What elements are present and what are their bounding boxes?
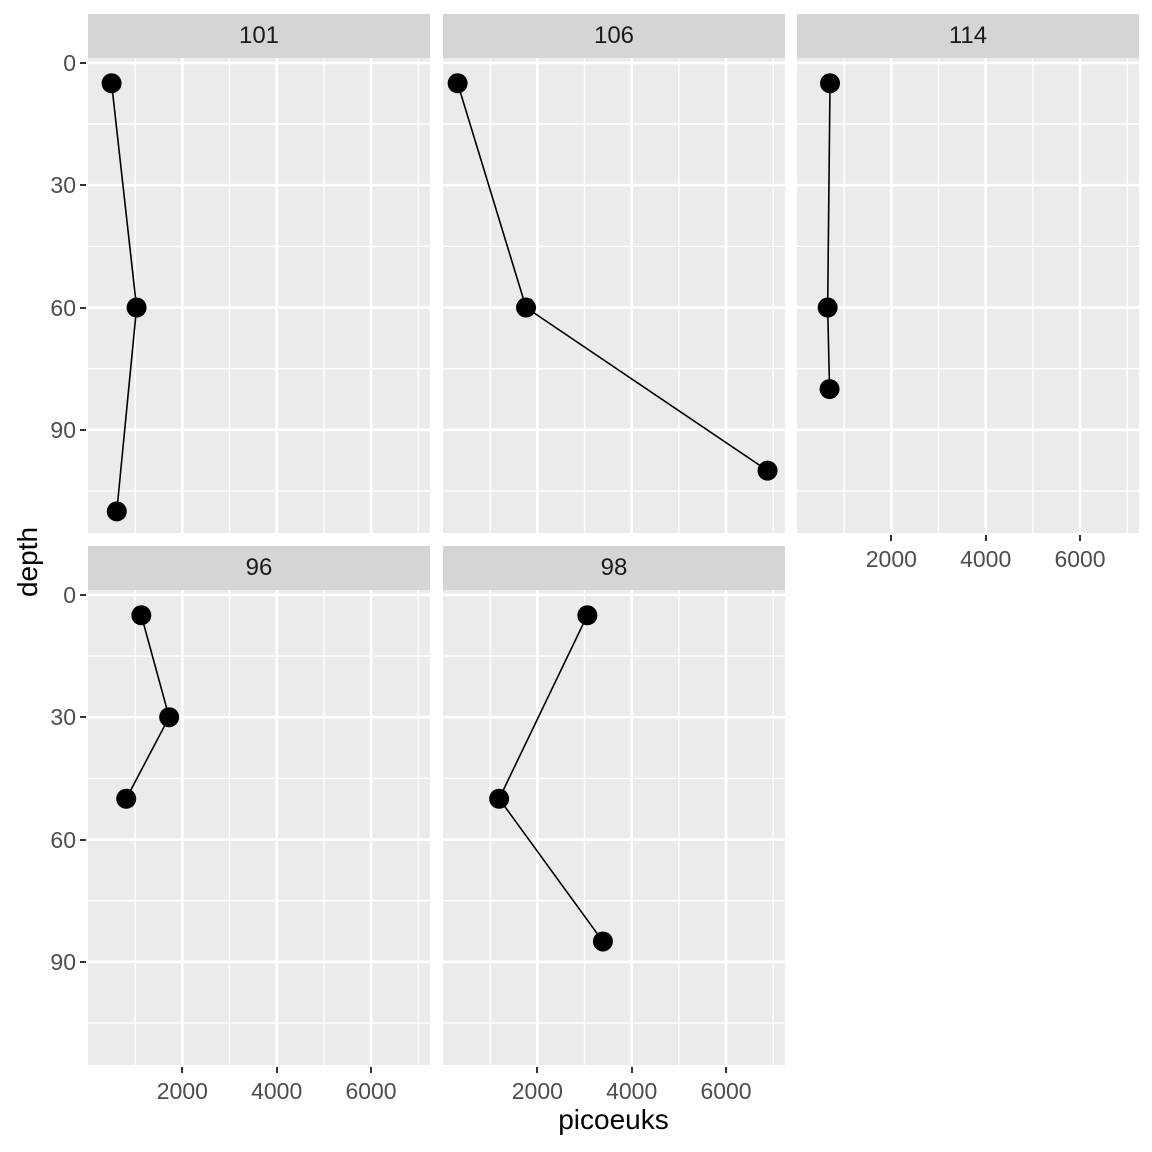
data-point [116, 788, 137, 809]
data-point [159, 707, 180, 728]
x-axis-tick-label: 4000 [251, 1078, 303, 1104]
facet-panel-114 [797, 58, 1139, 533]
profile-line [826, 83, 831, 390]
data-point [101, 73, 122, 94]
x-axis-tick-label: 2000 [156, 1078, 208, 1104]
profile-line [456, 83, 768, 472]
facet-plot-area [443, 590, 785, 1065]
facet-strip-101: 101 [88, 14, 430, 58]
data-point [819, 379, 840, 400]
facet-label: 101 [238, 22, 280, 49]
x-axis-tick-label: 6000 [1054, 546, 1106, 572]
profile-line [110, 83, 138, 512]
facet-strip-114: 114 [797, 14, 1139, 58]
facet-label: 114 [948, 22, 988, 49]
facet-strip-106: 106 [443, 14, 785, 58]
y-axis-tick-label: 30 [50, 704, 76, 731]
y-axis-tick [80, 593, 86, 596]
x-axis-tick-label: 6000 [700, 1078, 752, 1104]
facet-panel-106 [443, 58, 785, 533]
facet-plot-area [797, 58, 1139, 533]
facet-strip-98: 98 [443, 546, 785, 590]
facet-panel-101 [88, 58, 430, 533]
x-axis-tick-label: 4000 [960, 546, 1012, 572]
x-axis-tick [536, 1067, 539, 1073]
x-axis-tick [1079, 535, 1082, 541]
y-axis-tick [80, 428, 86, 431]
y-axis-tick-label: 90 [50, 948, 76, 975]
data-point [106, 501, 127, 522]
data-point [820, 73, 841, 94]
x-axis-tick-label: 6000 [345, 1078, 397, 1104]
data-point [131, 605, 152, 626]
data-point [516, 297, 537, 318]
data-point [817, 297, 838, 318]
y-axis-tick [80, 960, 86, 963]
facet-panel-96 [88, 590, 430, 1065]
y-axis-tick-label: 0 [63, 49, 76, 76]
y-axis-tick [80, 61, 86, 64]
y-axis-tick [80, 306, 86, 309]
y-axis-tick [80, 838, 86, 841]
y-axis-title: depth [12, 526, 43, 597]
x-axis-title: picoeuks [558, 1104, 669, 1135]
y-axis-tick-label: 90 [50, 416, 76, 443]
data-point [577, 605, 598, 626]
y-axis-tick-label: 30 [50, 172, 76, 199]
facet-plot-area [88, 590, 430, 1065]
y-axis-tick-label: 0 [63, 581, 76, 608]
facet-label: 96 [245, 554, 273, 581]
facet-label: 106 [593, 22, 635, 49]
data-point [592, 931, 613, 952]
y-axis-tick-label: 60 [50, 294, 76, 321]
x-axis-tick [370, 1067, 373, 1073]
facet-plot-area [88, 58, 430, 533]
x-axis-tick-label: 2000 [865, 546, 917, 572]
x-axis-tick [725, 1067, 728, 1073]
x-axis-tick [630, 1067, 633, 1073]
x-axis-tick [890, 535, 893, 541]
facet-panel-98 [443, 590, 785, 1065]
data-point [489, 788, 510, 809]
data-point [757, 460, 778, 481]
x-axis-tick [275, 1067, 278, 1073]
profile-line [125, 615, 170, 800]
x-axis-tick-label: 4000 [606, 1078, 658, 1104]
y-axis-tick [80, 716, 86, 719]
x-axis-tick [984, 535, 987, 541]
y-axis-tick-label: 60 [50, 826, 76, 853]
facet-strip-96: 96 [88, 546, 430, 590]
facet-label: 98 [600, 554, 628, 581]
x-axis-tick-label: 2000 [511, 1078, 563, 1104]
data-point [447, 73, 468, 94]
data-point [126, 297, 147, 318]
x-axis-tick [181, 1067, 184, 1073]
facet-plot-area [443, 58, 785, 533]
y-axis-tick [80, 184, 86, 187]
